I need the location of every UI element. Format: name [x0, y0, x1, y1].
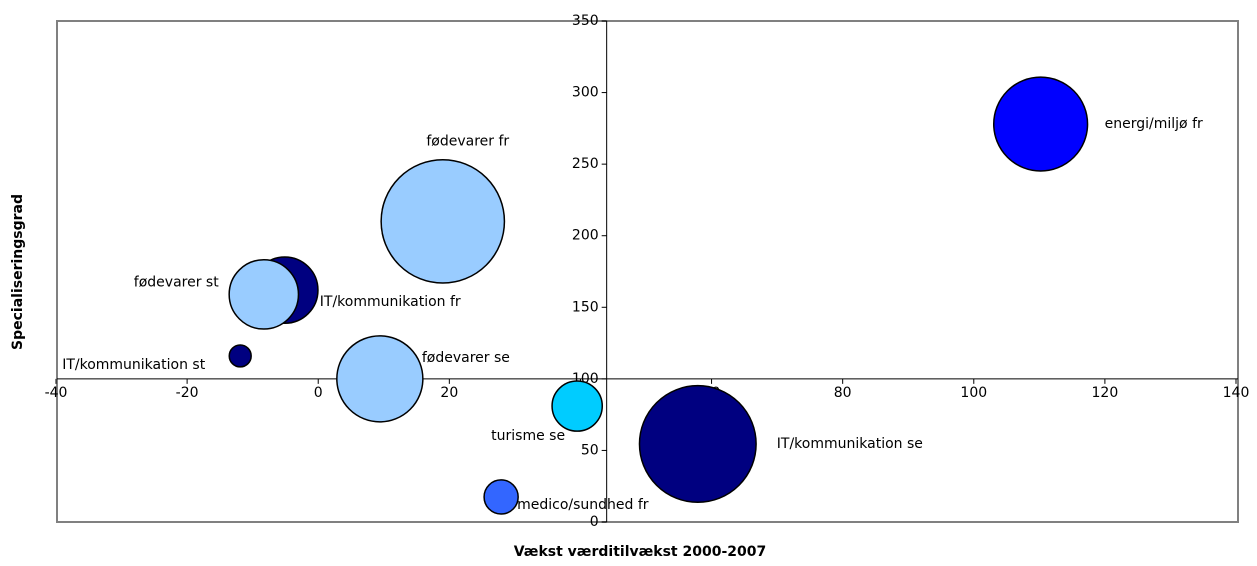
x-tick-label: -40 — [45, 385, 68, 401]
bubble — [228, 344, 252, 368]
bubble — [638, 384, 757, 504]
x-axis-title: Vækst værditilvækst 2000-2007 — [514, 544, 767, 560]
bubble — [380, 159, 506, 284]
y-tick-label: 350 — [572, 13, 599, 29]
bubble-label: IT/kommunikation fr — [320, 294, 461, 310]
bubble-label: turisme se — [491, 428, 565, 444]
bubble — [228, 259, 300, 330]
bubble — [551, 380, 604, 432]
bubble-label: IT/kommunikation se — [777, 436, 923, 452]
bubble-label: fødevarer st — [134, 274, 219, 290]
bubble — [992, 76, 1089, 172]
x-tick-label: 100 — [960, 385, 987, 401]
x-tick-label: 80 — [834, 385, 852, 401]
y-tick-label: 250 — [572, 156, 599, 172]
y-tick-label: 50 — [581, 442, 599, 458]
x-tick-label: 120 — [1092, 385, 1119, 401]
bubble-label: fødevarer se — [422, 350, 510, 366]
x-tick-label: -20 — [176, 385, 199, 401]
y-axis-title: Specialiseringsgrad — [10, 194, 26, 350]
bubble-label: energi/miljø fr — [1105, 116, 1203, 132]
x-tick-label: 20 — [440, 385, 458, 401]
bubble-label: medico/sundhed fr — [517, 497, 649, 513]
bubble-label: fødevarer fr — [426, 133, 509, 149]
bubble — [483, 479, 519, 515]
y-tick-label: 0 — [590, 514, 599, 530]
y-tick-label: 150 — [572, 299, 599, 315]
x-tick-label: 140 — [1223, 385, 1250, 401]
bubble — [336, 335, 424, 423]
y-tick-label: 200 — [572, 228, 599, 244]
bubble-label: IT/kommunikation st — [62, 357, 205, 373]
y-tick-label: 300 — [572, 85, 599, 101]
x-tick-label: 0 — [314, 385, 323, 401]
